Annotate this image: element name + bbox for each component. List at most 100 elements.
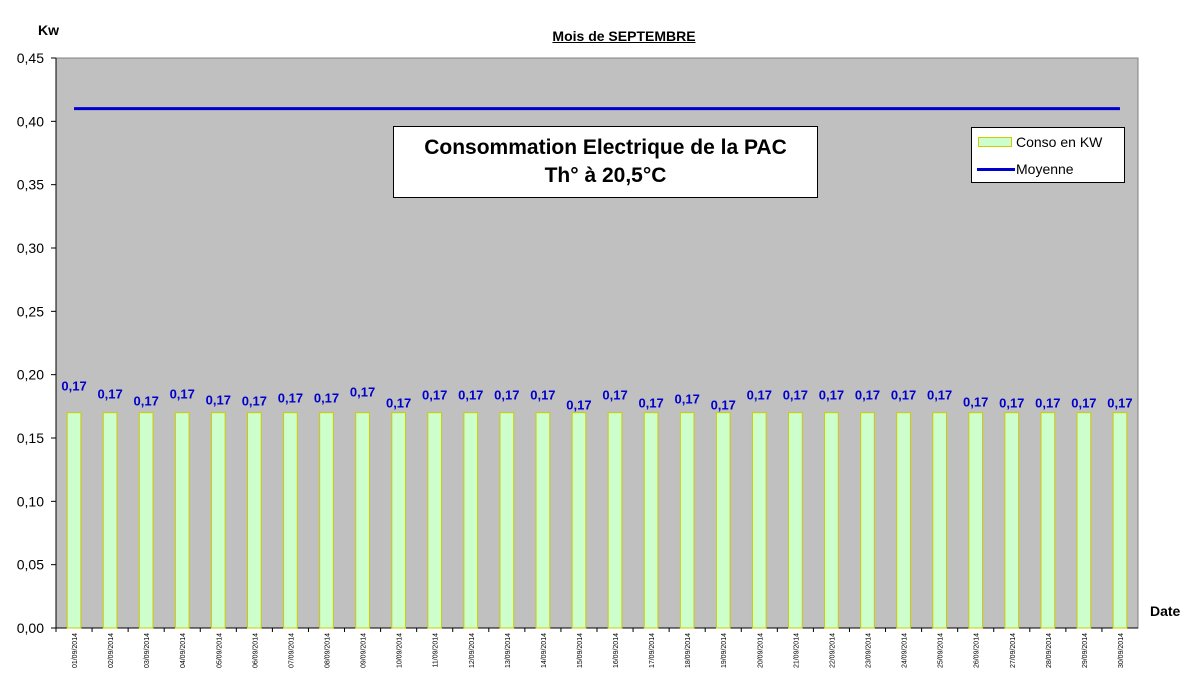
x-tick-label: 21/09/2014 [793,633,800,668]
bar-value-label: 0,17 [97,387,122,402]
bar [1040,412,1056,629]
annotation-line-2: Th° à 20,5°C [544,164,667,187]
y-tick-label: 0,25 [17,303,44,319]
bar [932,412,947,629]
bar [499,412,515,629]
bar-value-label: 0,17 [1035,396,1060,411]
bar [66,412,82,629]
bar-value-label: 0,17 [819,388,844,403]
bar-value-label: 0,17 [386,396,411,411]
y-tick-label: 0,10 [17,493,44,509]
y-tick-label: 0,45 [17,50,44,66]
bar-value-label: 0,17 [1107,396,1132,411]
x-tick-label: 01/09/2014 [72,633,79,668]
annotation-line-1: Consommation Electrique de la PAC [424,136,787,159]
bar-value-label: 0,17 [1071,396,1096,411]
x-tick-label: 03/09/2014 [144,633,151,668]
bar-value-label: 0,17 [206,393,231,408]
x-tick-label: 22/09/2014 [829,633,836,668]
bar [210,412,226,629]
bar-value-label: 0,17 [963,395,988,410]
bar [138,412,154,629]
y-tick-label: 0,05 [17,557,44,573]
bar [896,412,911,629]
x-axis-label: Date [1150,603,1181,619]
x-tick-label: 04/09/2014 [180,633,187,668]
bar-value-label: 0,17 [314,391,339,406]
x-tick-label: 02/09/2014 [108,633,115,668]
bar-value-label: 0,17 [638,396,663,411]
legend: Conso en KW Moyenne [971,127,1125,183]
bar [535,412,551,629]
bar [355,412,370,629]
y-tick-label: 0,15 [17,430,44,446]
bar [427,412,443,629]
bar [319,412,334,629]
bar [679,412,695,629]
bar-value-label: 0,17 [999,396,1024,411]
x-tick-label: 10/09/2014 [397,633,404,668]
bar-value-label: 0,17 [566,398,591,413]
x-tick-label: 24/09/2014 [902,633,909,668]
x-tick-label: 27/09/2014 [1010,633,1017,668]
bar [247,412,262,629]
bar-value-label: 0,17 [747,388,772,403]
x-tick-label: 05/09/2014 [216,633,223,668]
bar-value-label: 0,17 [61,379,86,394]
x-tick-label: 30/09/2014 [1118,633,1125,668]
bar-value-label: 0,17 [242,394,267,409]
bar-value-label: 0,17 [927,388,952,403]
x-tick-label: 12/09/2014 [469,633,476,668]
bar-value-label: 0,17 [855,388,880,403]
x-tick-label: 07/09/2014 [288,633,295,668]
legend-label-moyenne: Moyenne [1016,161,1074,177]
y-axis-label: Kw [38,22,59,38]
bar [751,412,767,629]
x-tick-label: 19/09/2014 [721,633,728,668]
x-tick-label: 29/09/2014 [1082,633,1089,668]
bar-value-label: 0,17 [350,385,375,400]
x-tick-label: 26/09/2014 [974,633,981,668]
x-tick-label: 16/09/2014 [613,633,620,668]
bar [607,412,623,629]
bar [571,412,587,629]
bar-value-label: 0,17 [170,387,195,402]
bar-value-label: 0,17 [278,391,303,406]
bar [1112,412,1128,629]
x-tick-label: 09/09/2014 [361,633,368,668]
bar-value-label: 0,17 [891,388,916,403]
bar-value-label: 0,17 [783,388,808,403]
bar-value-label: 0,17 [675,392,700,407]
x-tick-label: 15/09/2014 [577,633,584,668]
y-tick-label: 0,00 [17,620,44,636]
x-tick-label: 17/09/2014 [649,633,656,668]
y-tick-label: 0,20 [17,367,44,383]
bar [1076,412,1092,629]
bar [860,412,875,629]
y-tick-label: 0,35 [17,177,44,193]
bar [968,412,984,629]
bar [715,412,731,629]
legend-swatch-conso [978,137,1012,147]
x-tick-label: 08/09/2014 [325,633,332,668]
bar [1004,412,1020,629]
bar [824,412,839,629]
bar-value-label: 0,17 [711,398,736,413]
bar-value-label: 0,17 [422,388,447,403]
legend-label-conso: Conso en KW [1016,134,1103,150]
x-tick-label: 11/09/2014 [433,633,440,668]
chart-annotation-box: Consommation Electrique de la PAC Th° à … [393,126,818,198]
bar [102,412,118,629]
bar [174,412,190,629]
bar-value-label: 0,17 [494,388,519,403]
x-tick-label: 25/09/2014 [938,633,945,668]
x-tick-label: 13/09/2014 [505,633,512,668]
bar-value-label: 0,17 [458,388,483,403]
bar [788,412,803,629]
x-tick-label: 06/09/2014 [252,633,259,668]
x-tick-label: 20/09/2014 [757,633,764,668]
bar-value-label: 0,17 [134,394,159,409]
bar [391,412,406,629]
bar [643,412,659,629]
